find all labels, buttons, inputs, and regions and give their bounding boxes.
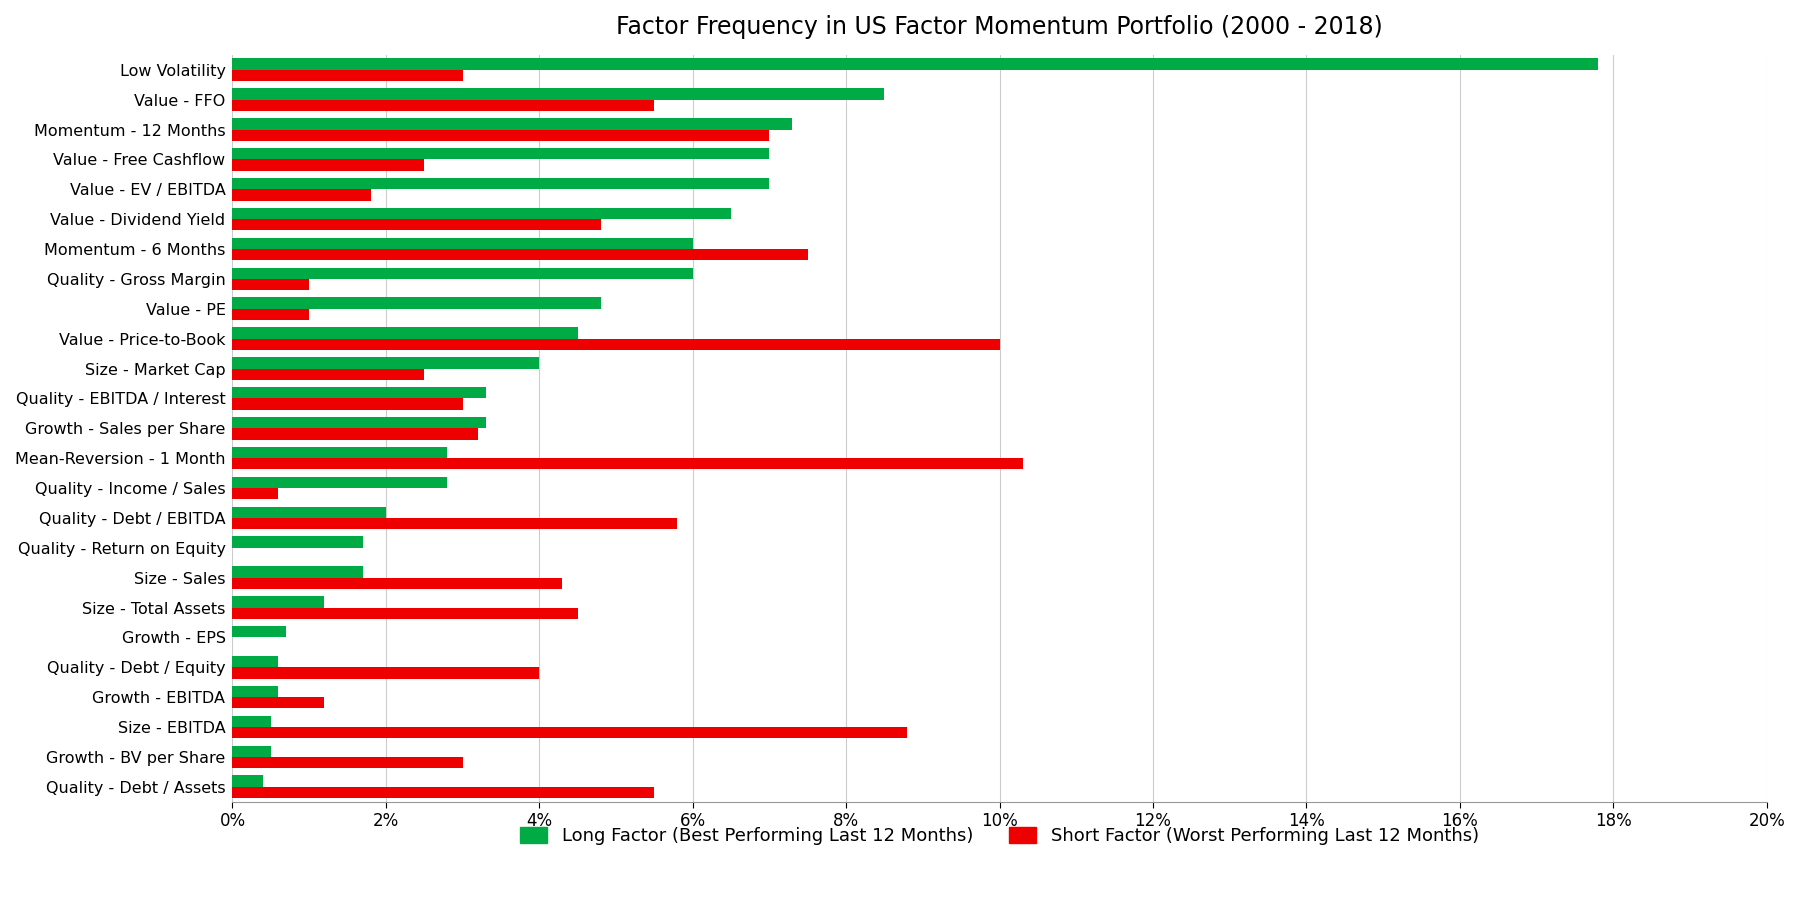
Bar bbox=[232, 208, 731, 219]
Bar bbox=[232, 757, 463, 769]
Bar bbox=[232, 506, 385, 518]
Bar bbox=[232, 118, 792, 129]
Bar bbox=[232, 70, 463, 81]
Bar bbox=[232, 339, 999, 350]
Bar bbox=[232, 369, 425, 380]
Bar bbox=[232, 716, 270, 727]
Bar bbox=[232, 308, 310, 320]
Bar bbox=[232, 776, 263, 787]
Bar bbox=[232, 578, 562, 589]
Bar bbox=[232, 268, 693, 279]
Bar bbox=[232, 518, 677, 530]
Bar bbox=[232, 159, 425, 171]
Bar bbox=[232, 327, 578, 339]
Bar bbox=[232, 667, 540, 679]
Bar bbox=[232, 596, 324, 608]
Bar bbox=[232, 745, 270, 757]
Bar bbox=[232, 566, 364, 578]
Bar bbox=[232, 357, 540, 369]
Bar bbox=[232, 298, 601, 308]
Title: Factor Frequency in US Factor Momentum Portfolio (2000 - 2018): Factor Frequency in US Factor Momentum P… bbox=[616, 15, 1382, 39]
Bar bbox=[232, 608, 578, 619]
Bar bbox=[232, 686, 279, 697]
Bar bbox=[232, 787, 655, 798]
Bar bbox=[232, 626, 286, 637]
Bar bbox=[232, 129, 769, 141]
Bar bbox=[232, 237, 693, 249]
Bar bbox=[232, 398, 463, 410]
Bar bbox=[232, 58, 1598, 70]
Bar bbox=[232, 190, 371, 200]
Bar bbox=[232, 656, 279, 667]
Bar bbox=[232, 447, 446, 458]
Bar bbox=[232, 100, 655, 111]
Bar bbox=[232, 428, 479, 440]
Bar bbox=[232, 727, 907, 738]
Bar bbox=[232, 219, 601, 230]
Bar bbox=[232, 249, 808, 261]
Bar bbox=[232, 417, 486, 428]
Bar bbox=[232, 148, 769, 159]
Legend: Long Factor (Best Performing Last 12 Months), Short Factor (Worst Performing Las: Long Factor (Best Performing Last 12 Mon… bbox=[513, 820, 1487, 852]
Bar bbox=[232, 88, 884, 100]
Bar bbox=[232, 488, 279, 499]
Bar bbox=[232, 178, 769, 190]
Bar bbox=[232, 697, 324, 708]
Bar bbox=[232, 458, 1022, 469]
Bar bbox=[232, 476, 446, 488]
Bar bbox=[232, 537, 364, 547]
Bar bbox=[232, 279, 310, 290]
Bar bbox=[232, 387, 486, 398]
